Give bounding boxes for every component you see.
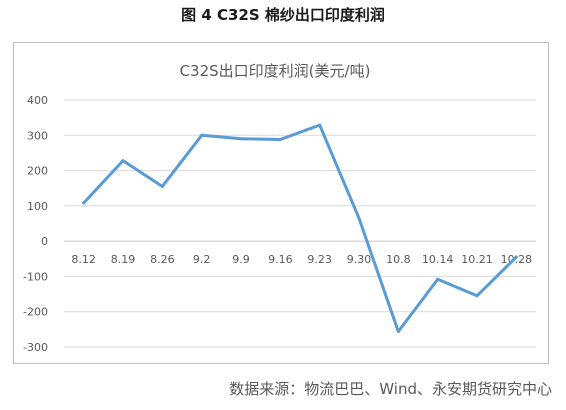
data-point (278, 138, 282, 142)
data-point (82, 201, 86, 205)
x-tick-label: 9.23 (307, 253, 332, 266)
y-tick-label: 200 (27, 165, 48, 178)
y-tick-label: 300 (27, 129, 48, 142)
x-tick-label: 10.21 (461, 253, 493, 266)
data-point (514, 255, 518, 259)
x-tick-label: 10.28 (501, 253, 533, 266)
x-tick-label: 8.26 (150, 253, 175, 266)
y-axis: 400 300 200 100 0 -100 -200 -300 (23, 94, 48, 354)
data-point (200, 133, 204, 137)
data-point (396, 329, 400, 333)
y-tick-label: -100 (23, 270, 48, 283)
data-point (239, 137, 243, 141)
data-source: 数据来源：物流巴巴、Wind、永安期货研究中心 (229, 380, 552, 398)
x-tick-label: 8.19 (111, 253, 136, 266)
y-tick-label: -300 (23, 341, 48, 354)
figure-title: 图 4 C32S 棉纱出口印度利润 (181, 6, 385, 24)
x-tick-label: 10.14 (422, 253, 454, 266)
data-point (475, 294, 479, 298)
data-point (121, 159, 125, 163)
y-tick-label: 100 (27, 200, 48, 213)
x-tick-label: 8.12 (71, 253, 96, 266)
series-line (82, 123, 518, 333)
data-point (436, 277, 440, 281)
x-tick-label: 9.16 (268, 253, 293, 266)
y-tick-label: -200 (23, 306, 48, 319)
x-tick-label: 9.9 (232, 253, 250, 266)
x-tick-label: 9.30 (347, 253, 372, 266)
data-point (318, 123, 322, 127)
y-tick-label: 400 (27, 94, 48, 107)
x-tick-label: 10.8 (386, 253, 411, 266)
chart-area (13, 42, 549, 364)
gridlines (64, 99, 536, 348)
x-tick-label: 9.2 (193, 253, 211, 266)
data-point (160, 184, 164, 188)
x-axis: 8.12 8.19 8.26 9.2 9.9 9.16 9.23 9.30 10.8 10.14 1… (71, 253, 532, 266)
chart-title: C32S出口印度利润(美元/吨) (180, 62, 371, 80)
data-point (357, 216, 361, 220)
y-tick-label: 0 (41, 235, 48, 248)
